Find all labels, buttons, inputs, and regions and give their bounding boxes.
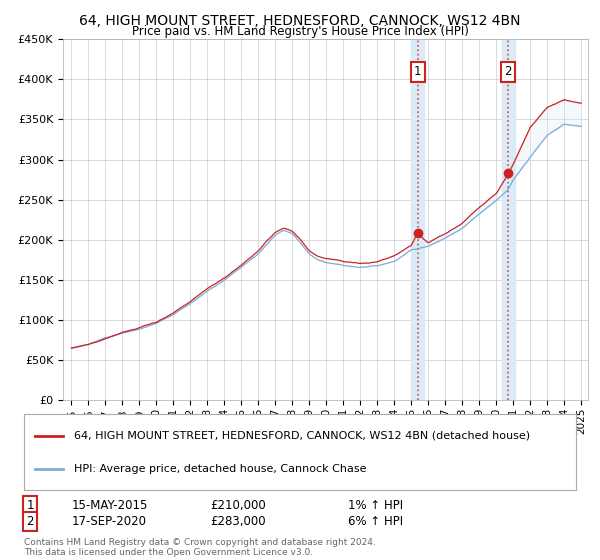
Text: 1: 1: [414, 65, 421, 78]
Text: 1: 1: [26, 498, 34, 512]
Text: 17-SEP-2020: 17-SEP-2020: [72, 515, 147, 529]
Text: 1% ↑ HPI: 1% ↑ HPI: [348, 498, 403, 512]
Text: 64, HIGH MOUNT STREET, HEDNESFORD, CANNOCK, WS12 4BN: 64, HIGH MOUNT STREET, HEDNESFORD, CANNO…: [79, 14, 521, 28]
Text: £283,000: £283,000: [210, 515, 266, 529]
Text: £210,000: £210,000: [210, 498, 266, 512]
Text: 2: 2: [26, 515, 34, 529]
Text: Contains HM Land Registry data © Crown copyright and database right 2024.
This d: Contains HM Land Registry data © Crown c…: [24, 538, 376, 557]
Text: 15-MAY-2015: 15-MAY-2015: [72, 498, 148, 512]
Text: 64, HIGH MOUNT STREET, HEDNESFORD, CANNOCK, WS12 4BN (detached house): 64, HIGH MOUNT STREET, HEDNESFORD, CANNO…: [74, 431, 530, 441]
Text: Price paid vs. HM Land Registry's House Price Index (HPI): Price paid vs. HM Land Registry's House …: [131, 25, 469, 38]
Text: 2: 2: [505, 65, 512, 78]
Bar: [502, 39, 515, 400]
Text: 6% ↑ HPI: 6% ↑ HPI: [348, 515, 403, 529]
Text: HPI: Average price, detached house, Cannock Chase: HPI: Average price, detached house, Cann…: [74, 464, 366, 474]
Bar: [411, 39, 424, 400]
